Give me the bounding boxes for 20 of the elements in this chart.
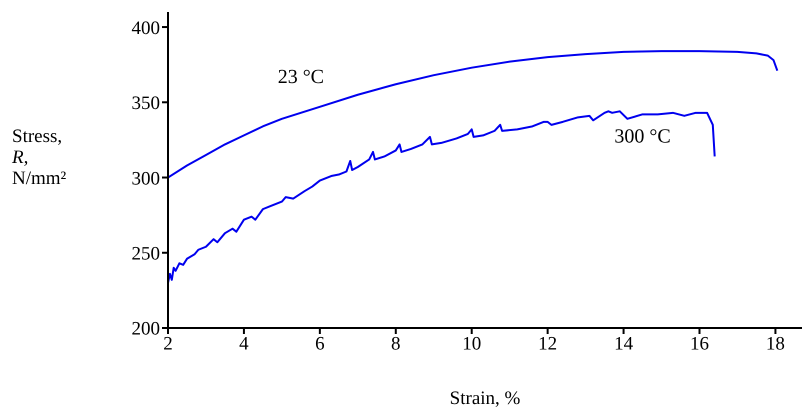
x-tick-label: 2 (163, 333, 173, 354)
y-tick-label: 350 (132, 93, 160, 114)
y-axis-title: Stress, R, N/mm² (12, 126, 66, 189)
x-tick-label: 14 (614, 333, 634, 354)
x-tick-label: 6 (315, 333, 325, 354)
x-tick-label: 8 (391, 333, 401, 354)
y-tick-label: 400 (132, 18, 160, 39)
line-series (168, 50, 778, 179)
y-tick-label: 300 (132, 168, 160, 190)
line-series (168, 110, 716, 284)
x-tick-label: 4 (239, 333, 250, 354)
series-label: 23 °C (278, 66, 324, 88)
x-tick-label: 18 (766, 333, 785, 354)
y-tick-label: 250 (132, 244, 160, 265)
series-label: 300 °C (614, 125, 671, 148)
y-tick-label: 200 (132, 318, 160, 340)
x-tick-label: 12 (538, 333, 558, 354)
x-tick-label: 16 (690, 333, 709, 354)
x-axis-title: Strain, % (450, 388, 521, 409)
x-tick-label: 10 (462, 333, 482, 354)
